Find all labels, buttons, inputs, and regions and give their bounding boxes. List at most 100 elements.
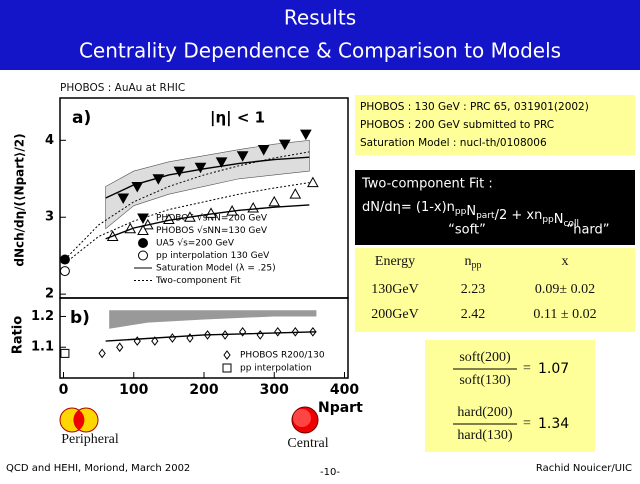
- marker: [60, 348, 70, 358]
- subtitle: Centrality Dependence & Comparison to Mo…: [79, 39, 561, 63]
- y-tick-label: 4: [45, 133, 54, 148]
- table-cell: 0.11 ± 0.02: [533, 307, 596, 322]
- table-cell: 130GeV: [371, 282, 418, 297]
- legend-label: pp interpolation: [240, 364, 312, 374]
- denominator: soft(130): [459, 373, 511, 388]
- marker: [168, 333, 177, 343]
- marker: [98, 348, 106, 359]
- collision-label: Peripheral: [61, 432, 119, 447]
- marker: [274, 327, 282, 337]
- x-tick-label: 400: [330, 382, 359, 398]
- legend-label: pp interpolation 130 GeV: [156, 251, 270, 261]
- table-cell: 2.23: [461, 282, 486, 297]
- marker: [300, 129, 312, 141]
- formula-part: N: [554, 212, 564, 227]
- table-cell: 200GeV: [371, 307, 418, 322]
- band: [105, 139, 310, 230]
- line: [105, 156, 310, 199]
- fit-title: Two-component Fit :: [361, 177, 493, 192]
- marker: [247, 201, 260, 213]
- panel-label: b): [70, 308, 90, 328]
- denominator: hard(130): [457, 428, 513, 443]
- marker: [151, 336, 159, 346]
- marker: [173, 166, 186, 178]
- soft-label: “soft”: [448, 223, 486, 238]
- legend-label: PHOBOS √sNN=130 GeV: [156, 225, 268, 236]
- header-band: [0, 0, 640, 70]
- formula-part: pp: [455, 207, 467, 217]
- y-axis-label: dNch/dη/(⟨Npart⟩/2): [13, 133, 27, 266]
- y-tick-label: 1.1: [31, 340, 54, 355]
- legend-label: PHOBOS √sNN=200 GeV: [156, 213, 268, 224]
- marker: [239, 327, 247, 337]
- formula-part: coll: [563, 219, 578, 229]
- legend-label: Two-component Fit: [155, 276, 241, 286]
- marker: [222, 363, 232, 373]
- panel-label: a): [72, 108, 91, 128]
- refs-box: [355, 95, 635, 155]
- chart-title: PHOBOS : AuAu at RHIC: [60, 82, 185, 94]
- numerator: hard(200): [457, 405, 513, 420]
- marker: [268, 195, 281, 207]
- band: [109, 310, 317, 329]
- formula-part: N: [466, 204, 476, 219]
- sub: pp: [472, 260, 482, 271]
- ratio-value: 1.34: [538, 416, 569, 432]
- marker: [194, 162, 207, 174]
- fit-box: [355, 170, 635, 245]
- title: Results: [284, 6, 356, 30]
- marker: [116, 342, 124, 353]
- legend-label: UA5 √s=200 GeV: [156, 238, 235, 249]
- formula-part: /2 + xn: [495, 208, 543, 223]
- hard-label: “hard”: [566, 223, 609, 238]
- table-cell: 0.09± 0.02: [535, 282, 595, 297]
- table-header: Energy: [375, 254, 415, 269]
- table-header: npp: [465, 254, 482, 271]
- marker: [223, 350, 231, 360]
- legend-label: Saturation Model (λ = .25): [156, 264, 276, 274]
- collision-label: Central: [287, 436, 328, 451]
- marker: [307, 176, 319, 188]
- line: [105, 331, 317, 342]
- marker: [256, 330, 264, 340]
- formula-part: dN/dη= (1-x)n: [362, 200, 455, 215]
- x-tick-label: 100: [119, 382, 148, 398]
- x-axis-label: Npart: [318, 400, 363, 416]
- footer-left: QCD and HEHI, Moriond, March 2002: [6, 463, 190, 474]
- x-tick-label: 300: [260, 382, 289, 398]
- y-tick-label: 2: [45, 287, 54, 302]
- ratio-box: [425, 340, 595, 452]
- formula-part: pp: [542, 215, 554, 225]
- marker: [59, 266, 70, 277]
- y-tick-label: 1.2: [31, 309, 54, 324]
- sign: =: [523, 416, 531, 431]
- table-header: x: [562, 254, 569, 269]
- reference: Saturation Model : nucl-th/0108006: [360, 137, 547, 149]
- ratio-value: 1.07: [538, 361, 569, 377]
- marker: [138, 238, 148, 248]
- marker: [215, 157, 228, 168]
- reference: PHOBOS : 200 GeV submitted to PRC: [360, 119, 554, 131]
- marker: [205, 207, 217, 218]
- marker: [138, 250, 148, 261]
- sign: =: [523, 361, 531, 376]
- x-tick-label: 0: [59, 382, 69, 398]
- line: [105, 204, 310, 240]
- overlap: [293, 409, 311, 427]
- main: n: [465, 254, 472, 269]
- footer-center: -10-: [320, 467, 340, 478]
- marker: [117, 193, 130, 205]
- marker: [236, 151, 249, 162]
- overlap: [73, 410, 85, 430]
- fit-formula: dN/dη= (1-x)nppNpart/2 + xnppNcoll: [362, 200, 579, 229]
- marker: [137, 224, 149, 235]
- y-axis-label: Ratio: [11, 316, 26, 354]
- y-tick-label: 3: [45, 210, 54, 225]
- x-tick-label: 200: [189, 382, 218, 398]
- formula-part: part: [476, 211, 495, 221]
- line: [64, 182, 310, 264]
- table-box: [355, 248, 635, 332]
- legend-label: PHOBOS R200/130: [240, 351, 325, 361]
- marker: [278, 139, 291, 151]
